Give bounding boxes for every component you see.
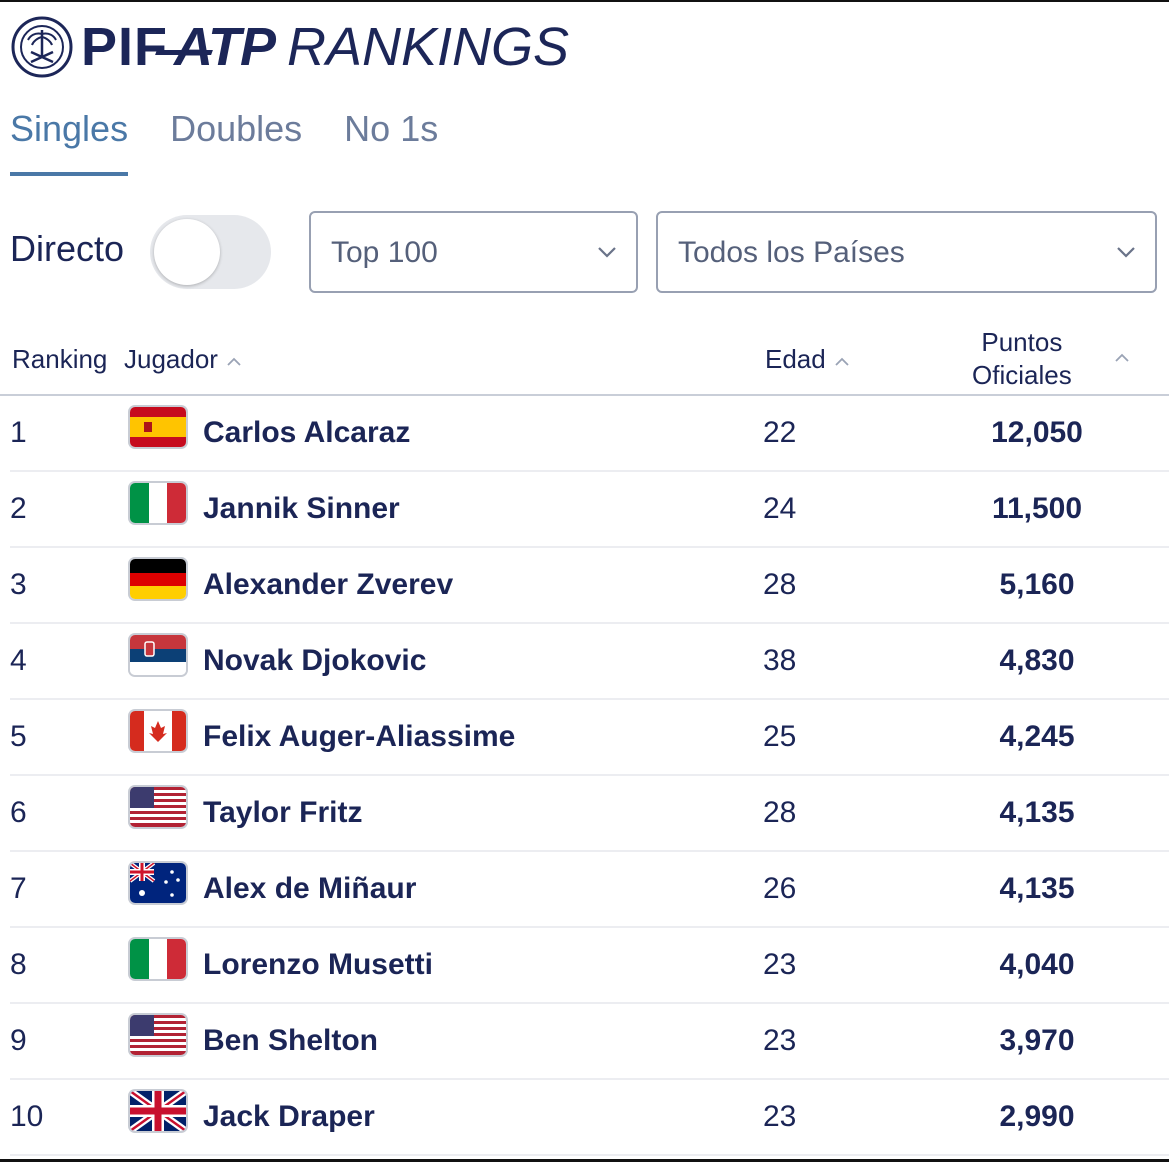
ranking-tabs: Singles Doubles No 1s [10,108,438,176]
player-points: 4,040 [999,948,1075,981]
usa-flag-icon [130,787,186,827]
pif-seal-icon [11,16,73,78]
player-rank: 1 [10,416,27,449]
player-points: 3,970 [999,1024,1075,1057]
tab-singles[interactable]: Singles [10,108,129,176]
player-age: 25 [763,720,797,753]
player-name[interactable]: Taylor Fritz [203,796,363,829]
chevron-down-icon [1117,247,1135,258]
table-row[interactable]: 6 Taylor Fritz 28 4,135 [10,776,1169,852]
player-rank: 3 [10,568,27,601]
player-rank: 6 [10,796,27,829]
country-select-value: Todos los Países [678,236,905,269]
player-name[interactable]: Novak Djokovic [203,644,427,677]
header-ranking: Ranking [12,344,108,374]
sort-up-icon [835,357,849,366]
player-age: 22 [763,416,797,449]
uk-flag-icon [130,1091,186,1131]
table-row[interactable]: 7 Alex de Miñaur 26 4,135 [10,852,1169,928]
player-name[interactable]: Carlos Alcaraz [203,416,411,449]
player-points: 2,990 [999,1100,1075,1133]
country-select[interactable]: Todos los Países [656,211,1157,293]
italy-flag-icon [130,483,186,523]
brand-pif: PIF [81,17,169,77]
player-rank: 5 [10,720,27,753]
range-select[interactable]: Top 100 [309,211,638,293]
header-points[interactable]: Puntos Oficiales [972,326,1072,392]
italy-flag-icon [130,939,186,979]
player-name[interactable]: Lorenzo Musetti [203,948,433,981]
toggle-knob [154,219,220,285]
table-row[interactable]: 9 Ben Shelton 23 3,970 [10,1004,1169,1080]
header-player-label: Jugador [124,344,218,374]
table-row[interactable]: 2 Jannik Sinner 24 11,500 [10,472,1169,548]
header-points-line1: Puntos [981,327,1063,357]
serbia-flag-icon [130,635,186,675]
header-player[interactable]: Jugador [124,344,242,375]
table-header: Ranking Jugador Edad Puntos Oficiales [0,320,1169,396]
player-points: 11,500 [991,492,1083,525]
player-name[interactable]: Alex de Miñaur [203,872,417,905]
sort-up-icon[interactable] [1114,352,1130,362]
player-name[interactable]: Ben Shelton [203,1024,379,1057]
player-age: 23 [763,1024,797,1057]
player-points: 4,135 [999,872,1075,905]
australia-flag-icon [130,863,186,903]
player-name[interactable]: Jack Draper [203,1100,375,1133]
header-age[interactable]: Edad [765,344,850,375]
brand-title: RANKINGS [287,17,570,77]
player-age: 28 [763,568,797,601]
player-points: 5,160 [999,568,1075,601]
player-age: 23 [763,948,797,981]
frame-bottom-border [0,1159,1169,1162]
player-age: 23 [763,1100,797,1133]
player-name[interactable]: Jannik Sinner [203,492,400,525]
brand-atp: ATP [174,17,276,77]
player-age: 24 [763,492,797,525]
pif-atp-rankings-logo: PIF ATP RANKINGS [11,14,569,80]
frame-top-border [0,0,1169,2]
header-points-line2: Oficiales [972,360,1072,390]
player-rank: 4 [10,644,27,677]
live-toggle[interactable] [150,215,271,289]
player-age: 26 [763,872,797,905]
header-age-label: Edad [765,344,826,374]
player-rank: 2 [10,492,27,525]
player-rank: 9 [10,1024,27,1057]
player-points: 12,050 [991,416,1083,449]
table-row[interactable]: 4 Novak Djokovic 38 4,830 [10,624,1169,700]
player-points: 4,245 [999,720,1075,753]
player-name[interactable]: Alexander Zverev [203,568,454,601]
player-age: 38 [763,644,797,677]
usa-flag-icon [130,1015,186,1055]
spain-flag-icon [130,407,186,447]
player-name[interactable]: Felix Auger-Aliassime [203,720,516,753]
player-age: 28 [763,796,797,829]
sort-up-icon [227,357,241,366]
player-rank: 7 [10,872,27,905]
range-select-value: Top 100 [331,236,438,269]
table-row[interactable]: 5 Felix Auger-Aliassime 25 4,245 [10,700,1169,776]
player-rank: 8 [10,948,27,981]
rankings-table-body: 1 Carlos Alcaraz 22 12,050 2 Jannik Sinner 24 1… [10,396,1169,1156]
player-rank: 10 [10,1100,44,1133]
table-row[interactable]: 3 Alexander Zverev 28 5,160 [10,548,1169,624]
chevron-down-icon [598,247,616,258]
player-points: 4,830 [999,644,1075,677]
tab-doubles[interactable]: Doubles [170,108,303,149]
player-points: 4,135 [999,796,1075,829]
live-label: Directo [10,228,125,269]
canada-flag-icon [130,711,186,751]
germany-flag-icon [130,559,186,599]
table-row[interactable]: 1 Carlos Alcaraz 22 12,050 [10,396,1169,472]
tab-no1s[interactable]: No 1s [344,108,439,149]
table-row[interactable]: 8 Lorenzo Musetti 23 4,040 [10,928,1169,1004]
table-row[interactable]: 10 Jack Draper 23 2,990 [10,1080,1169,1156]
